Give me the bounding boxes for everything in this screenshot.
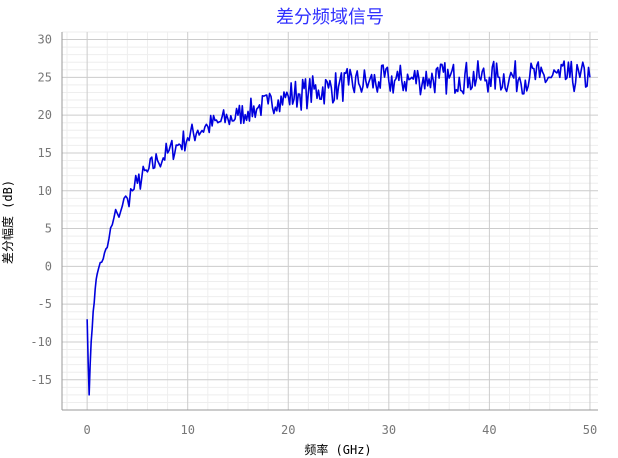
series-group	[86, 60, 591, 396]
y-tick-label: 0	[45, 259, 52, 273]
y-tick-label: 20	[38, 108, 52, 122]
y-tick-label: -15	[30, 373, 52, 387]
x-tick-label: 30	[382, 423, 396, 437]
x-tick-label: 50	[583, 423, 597, 437]
y-tick-label: -5	[38, 297, 52, 311]
series-line	[86, 60, 591, 396]
x-tick-label: 40	[482, 423, 496, 437]
x-tick-label: 20	[281, 423, 295, 437]
y-tick-label: 25	[38, 70, 52, 84]
major-grid	[62, 32, 598, 410]
axes	[61, 32, 598, 411]
x-tick-label: 0	[84, 423, 91, 437]
x-tick-label: 10	[180, 423, 194, 437]
y-axis-label: 差分幅度 (dB)	[0, 180, 15, 264]
y-tick-label: -10	[30, 335, 52, 349]
tick-labels: 0 10 20 30 40 50 -15 -10 -5 0 5 10 15 20 25 30	[30, 33, 597, 437]
x-axis-label: 频率 (GHz)	[304, 442, 371, 457]
y-tick-label: 15	[38, 146, 52, 160]
y-tick-label: 30	[38, 33, 52, 47]
y-tick-label: 10	[38, 184, 52, 198]
y-tick-label: 5	[45, 222, 52, 236]
chart-title: 差分频域信号	[276, 7, 384, 28]
